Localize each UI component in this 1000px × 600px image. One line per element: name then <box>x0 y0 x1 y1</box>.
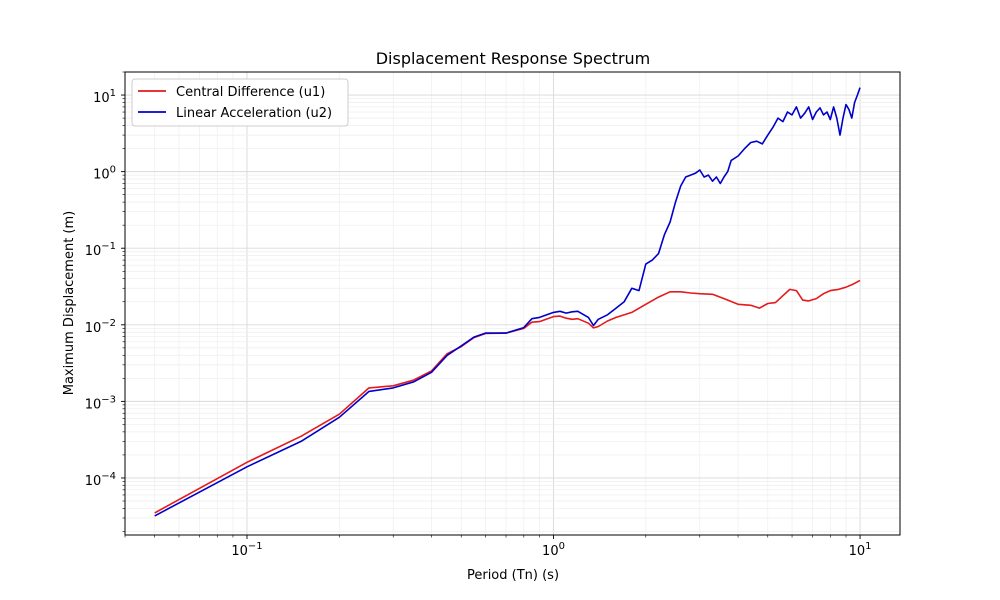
legend: Central Difference (u1) Linear Accelerati… <box>131 78 349 127</box>
axis-layer: 10−1 100 101 10−4 10−3 10−2 10−1 100 101 <box>85 71 872 559</box>
legend-label: Central Difference (u1) <box>176 85 325 100</box>
y-tick-label: 10−4 <box>85 471 116 489</box>
y-tick-label: 101 <box>93 88 116 106</box>
y-axis-label: Maximum Displacement (m) <box>62 211 77 396</box>
x-tick-label: 101 <box>849 541 872 559</box>
legend-label: Linear Acceleration (u2) <box>176 106 332 121</box>
x-axis-label: Period (Tn) (s) <box>467 568 559 583</box>
grid-layer <box>124 71 900 535</box>
legend-box <box>131 78 349 127</box>
series-line-2 <box>154 87 861 517</box>
y-tick-label: 10−1 <box>85 241 116 259</box>
chart-title: Displacement Response Spectrum <box>376 49 651 68</box>
series-layer <box>154 87 861 517</box>
y-tick-label: 10−2 <box>85 318 116 336</box>
y-tick-label: 10−3 <box>85 394 116 412</box>
y-tick-label: 100 <box>93 165 116 183</box>
x-tick-label: 100 <box>542 541 565 559</box>
plot-frame <box>124 71 901 536</box>
x-tick-label: 10−1 <box>231 541 262 559</box>
